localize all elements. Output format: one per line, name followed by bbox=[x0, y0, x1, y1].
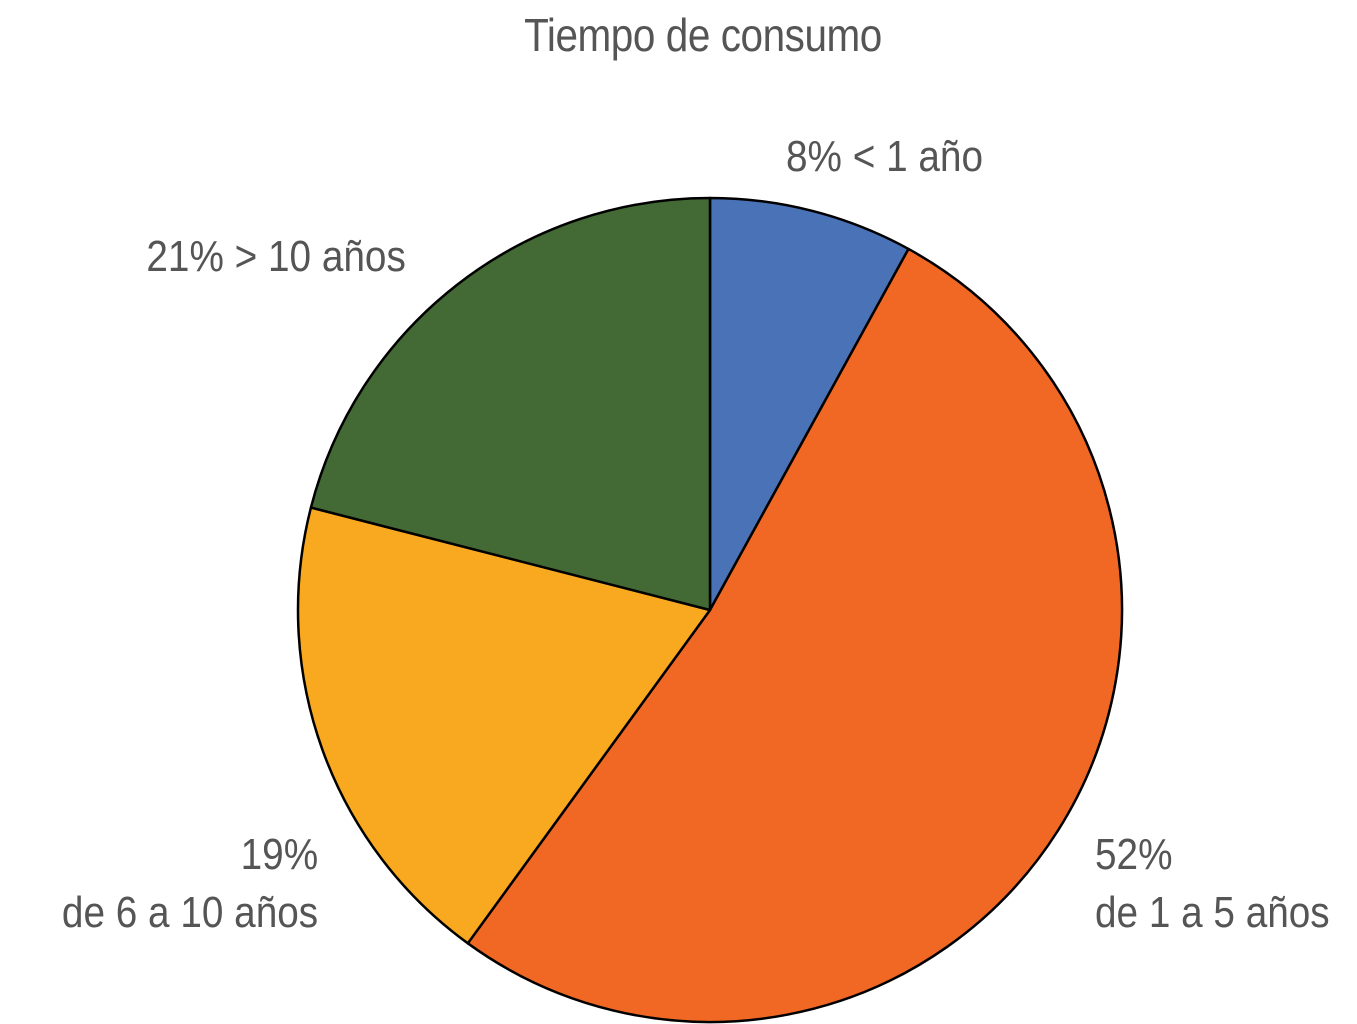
slice-6-to-10-years bbox=[296, 506, 712, 945]
slice-1-to-5-years bbox=[466, 247, 1124, 1024]
slice-label-pct: 8% bbox=[786, 132, 842, 181]
slice-label-pct: 21% bbox=[146, 232, 225, 281]
slice-label-text: > 10 años bbox=[234, 232, 406, 281]
slice-label-1to5: 52% de 1 a 5 años bbox=[1095, 826, 1330, 942]
slice-label-pct: 19% bbox=[240, 830, 318, 879]
slice-label-6to10: 19% de 6 a 10 años bbox=[62, 826, 318, 942]
slice-gt10-years bbox=[309, 196, 712, 612]
slice-label-gt10: 21% > 10 años bbox=[147, 228, 406, 286]
slice-label-pct: 52% bbox=[1095, 830, 1173, 879]
slice-label-text: de 1 a 5 años bbox=[1095, 888, 1330, 937]
slice-label-text: de 6 a 10 años bbox=[61, 888, 318, 937]
slice-label-text: < 1 año bbox=[852, 132, 983, 181]
chart-title: Tiempo de consumo bbox=[524, 9, 882, 61]
slice-label-lt1: 8% < 1 año bbox=[786, 128, 983, 186]
slice-lt1-year bbox=[708, 196, 910, 612]
